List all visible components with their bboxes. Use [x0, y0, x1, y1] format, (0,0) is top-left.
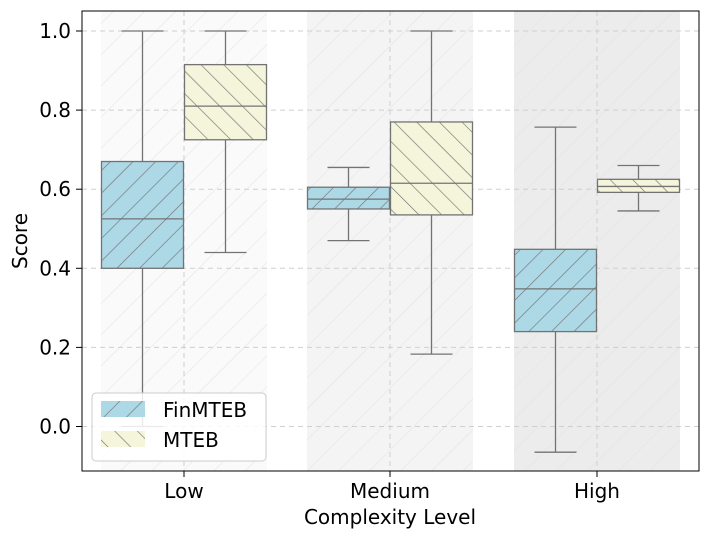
box-finmteb-low — [100, 30, 185, 428]
iqr-box-hatch — [306, 186, 391, 210]
y-axis-ticks: 0.0 0.2 0.4 0.6 0.8 1.0 — [39, 19, 82, 439]
iqr-box-hatch — [100, 160, 185, 269]
y-tick-label: 0.6 — [39, 177, 71, 201]
x-tick-label: High — [574, 479, 620, 503]
y-tick-label: 0.4 — [39, 256, 71, 280]
y-tick-label: 0.8 — [39, 98, 71, 122]
y-axis-label: Score — [8, 213, 32, 269]
legend-swatch-mteb-hatch — [101, 431, 145, 447]
box-mteb-medium — [389, 30, 474, 355]
boxes-layer — [100, 30, 681, 453]
box-finmteb-medium — [306, 166, 391, 242]
legend-label-mteb: MTEB — [163, 428, 219, 452]
y-tick-label: 0.0 — [39, 415, 71, 439]
iqr-box-hatch — [389, 121, 474, 216]
iqr-box-hatch — [513, 248, 598, 333]
legend-swatch-finmteb-hatch — [101, 401, 145, 417]
box-mteb-low — [183, 30, 268, 254]
x-tick-label: Low — [164, 479, 203, 503]
y-tick-label: 1.0 — [39, 19, 71, 43]
legend-label-finmteb: FinMTEB — [163, 398, 247, 422]
box-finmteb-high — [513, 126, 598, 453]
x-axis-label: Complexity Level — [304, 505, 476, 529]
x-tick-label: Medium — [350, 479, 430, 503]
box-mteb-high — [596, 164, 681, 212]
legend: FinMTEB MTEB — [91, 392, 267, 462]
x-axis-ticks: Low Medium High — [164, 471, 620, 503]
y-tick-label: 0.2 — [39, 335, 71, 359]
iqr-box-hatch — [183, 63, 268, 141]
